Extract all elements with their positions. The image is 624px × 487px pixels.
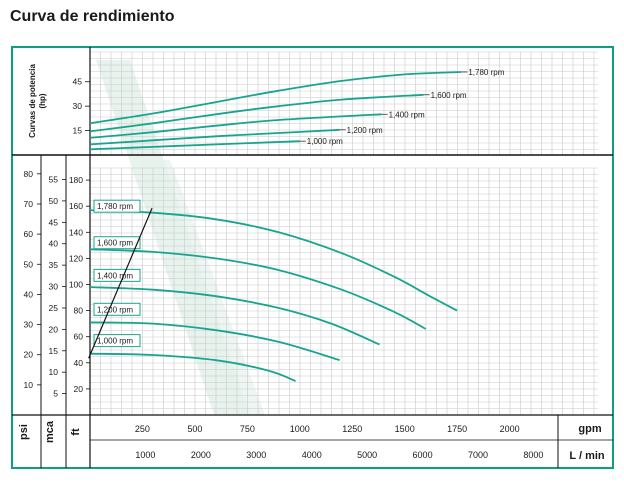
rpm-label: 1,200 rpm: [97, 305, 133, 314]
grid: [89, 51, 598, 416]
y-tick-label: 45: [49, 217, 59, 227]
power-axis-unit: (hp): [38, 93, 47, 108]
rpm-label-box: [93, 268, 141, 282]
x-tick-label-lmin: 8000: [523, 450, 543, 460]
y-tick-label: 100: [69, 280, 83, 290]
power-curve-1600-rpm: [89, 93, 424, 133]
head-curve-1780-rpm: [89, 209, 458, 312]
rpm-label: 1,000 rpm: [97, 337, 133, 346]
x-tick-label-lmin: 2000: [191, 450, 211, 460]
y-axis-title-mca: mca: [44, 420, 56, 443]
x-tick-label-gpm: 2000: [500, 424, 520, 434]
rpm-label: 1,780 rpm: [97, 202, 133, 211]
head-curve-1200-rpm: [89, 321, 340, 362]
y-axis-title-ft: ft: [70, 428, 82, 436]
x-tick-label-lmin: 6000: [413, 450, 433, 460]
x-axis-title-gpm: gpm: [578, 423, 601, 435]
power-curve-label: 1,400 rpm: [389, 110, 425, 119]
rpm-label-box: [93, 334, 141, 348]
rpm-label-box: [93, 302, 141, 316]
rpm-label: 1,600 rpm: [97, 239, 133, 248]
y-tick-label: 25: [49, 303, 59, 313]
y-tick-label: 60: [74, 332, 84, 342]
y-tick-label: 15: [49, 346, 59, 356]
power-curve-label: 1,000 rpm: [307, 137, 343, 146]
power-curve-1000-rpm: [89, 140, 300, 151]
rpm-label: 1,400 rpm: [97, 271, 133, 280]
power-curves: 1,780 rpm 1,600 rpm 1,400 rpm 1,200 rpm 1,00…: [89, 68, 505, 151]
x-tick-label-gpm: 750: [240, 424, 255, 434]
x-tick-label-gpm: 1000: [290, 424, 310, 434]
power-curve-1400-rpm: [89, 113, 382, 139]
page-title: Curva de rendimiento: [10, 8, 175, 25]
axes: 15 30 45 Curvas de potencia (hp) 10 20 30 40 50 60…: [18, 64, 605, 462]
power-curve-1200-rpm: [89, 128, 340, 146]
x-tick-label-gpm: 1500: [395, 424, 415, 434]
head-curve-1400-rpm: [89, 286, 380, 346]
stripe-band: [140, 160, 265, 415]
head-curve-1000-rpm: [89, 352, 296, 382]
x-tick-label-lmin: 7000: [468, 450, 488, 460]
rpm-label-box: [93, 199, 141, 213]
x-tick-label-lmin: 3000: [246, 450, 266, 460]
y-tick-label: 30: [73, 101, 83, 111]
y-tick-label: 15: [73, 126, 83, 136]
y-tick-label: 80: [74, 306, 84, 316]
x-tick-label-gpm: 250: [135, 424, 150, 434]
y-tick-label: 60: [24, 229, 34, 239]
y-tick-label: 40: [24, 289, 34, 299]
y-tick-label: 160: [69, 201, 83, 211]
y-tick-label: 40: [49, 239, 59, 249]
x-tick-label-gpm: 1250: [342, 424, 362, 434]
y-tick-label: 55: [49, 175, 59, 185]
outer-frame: [11, 46, 614, 469]
x-tick-label-gpm: 1750: [447, 424, 467, 434]
y-tick-label: 20: [49, 324, 59, 334]
x-axis-title-lmin: L / min: [569, 450, 605, 462]
y-tick-label: 40: [74, 358, 84, 368]
y-tick-label: 20: [24, 350, 34, 360]
y-tick-label: 50: [49, 196, 59, 206]
power-curve-label: 1,780 rpm: [468, 68, 504, 77]
head-curve-1600-rpm: [89, 248, 427, 330]
y-tick-label: 80: [24, 169, 34, 179]
head-curves: 1,780 rpm 1,600 rpm 1,400 rpm 1,200 rpm 1,00…: [88, 199, 458, 382]
background-stripe: [96, 60, 265, 415]
y-tick-label: 5: [53, 389, 58, 399]
y-tick-label: 140: [69, 227, 83, 237]
y-tick-label: 20: [74, 384, 84, 394]
power-axis-title: Curvas de potencia: [28, 64, 37, 138]
y-tick-label: 35: [49, 260, 59, 270]
y-tick-label: 50: [24, 259, 34, 269]
x-tick-label-lmin: 1000: [135, 450, 155, 460]
rpm-label-box: [93, 236, 141, 250]
y-tick-label: 10: [49, 367, 59, 377]
y-tick-label: 30: [49, 282, 59, 292]
power-curve-label: 1,200 rpm: [347, 126, 383, 135]
y-tick-label: 10: [24, 380, 34, 390]
y-tick-label: 120: [69, 253, 83, 263]
power-curve-1780-rpm: [89, 71, 462, 125]
y-tick-label: 30: [24, 320, 34, 330]
x-tick-label-gpm: 500: [187, 424, 202, 434]
chart-frame: [11, 46, 614, 469]
y-tick-label: 180: [69, 175, 83, 185]
x-tick-label-lmin: 5000: [357, 450, 377, 460]
power-curve-label: 1,600 rpm: [431, 91, 467, 100]
y-tick-label: 70: [24, 199, 34, 209]
efficiency-line: [88, 207, 153, 359]
x-tick-label-lmin: 4000: [302, 450, 322, 460]
y-axis-title-psi: psi: [18, 424, 30, 440]
y-tick-label: 45: [73, 77, 83, 87]
